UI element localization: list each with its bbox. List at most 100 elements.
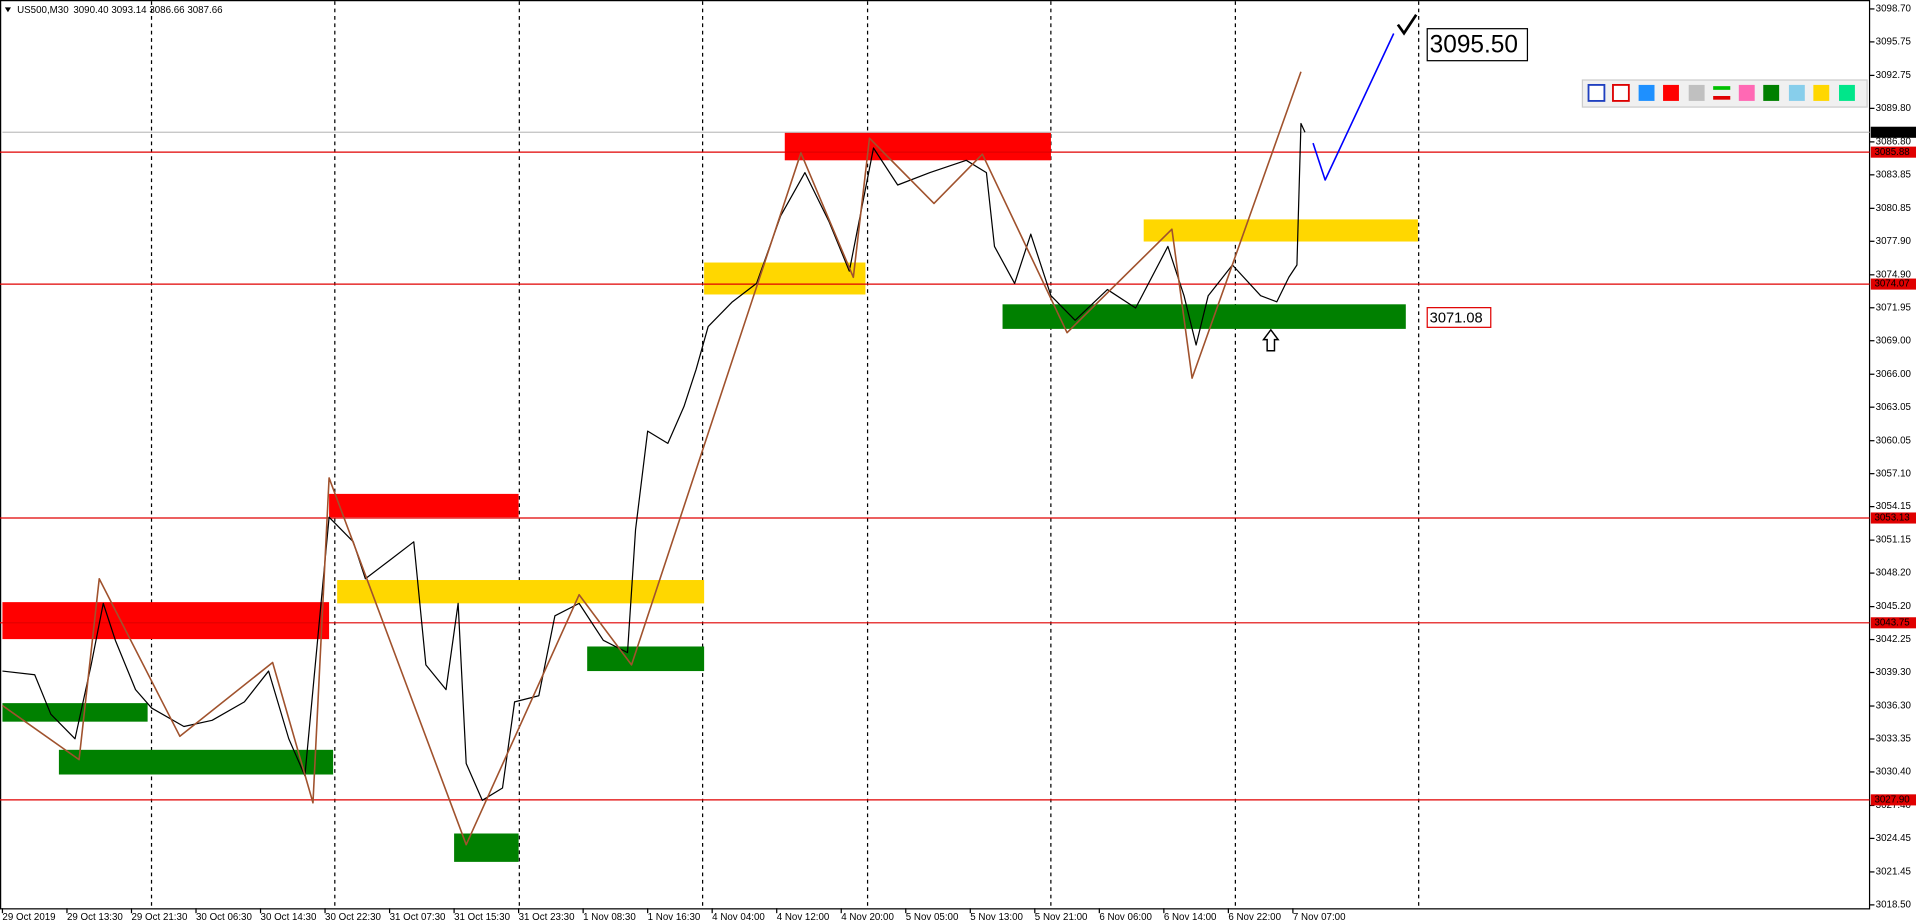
y-tick-label: 3051.15 [1876,535,1912,546]
level-price-label: 3085.88 [1874,147,1910,158]
zone [784,132,1051,161]
zone [1002,304,1406,329]
y-tick-label: 3027.40 [1876,800,1912,811]
y-tick-label: 3039.30 [1876,667,1912,678]
x-tick-label: 29 Oct 21:30 [131,912,187,923]
current-price-label: 3087.66 [1874,127,1910,138]
y-tick-label: 3057.10 [1876,468,1912,479]
series-line [1312,33,1395,181]
tool-fill-green[interactable] [1763,84,1780,101]
y-tick-label: 3045.20 [1876,601,1912,612]
x-tick-label: 7 Nov 07:00 [1293,912,1346,923]
tool-line-red[interactable] [1713,95,1731,100]
tool-fill-red[interactable] [1663,84,1679,101]
level-price-label: 3074.07 [1874,279,1909,290]
annotation-box [1426,28,1529,62]
zone [1143,219,1418,242]
y-tick-label: 3024.45 [1876,833,1912,844]
x-tick-label: 1 Nov 08:30 [583,912,636,923]
tool-fill-pink[interactable] [1738,84,1755,101]
x-tick-label: 29 Oct 2019 [2,912,55,923]
x-tick-label: 30 Oct 06:30 [196,912,252,923]
zone [337,580,705,604]
y-tick-label: 3077.90 [1876,236,1912,247]
symbol-title: US500,M30 [17,5,69,16]
series-line [1,71,1302,846]
lines [0,33,1870,846]
x-tick-label: 31 Oct 07:30 [390,912,446,923]
y-tick-label: 3033.35 [1876,734,1912,745]
level-price-box [1870,617,1916,629]
y-tick-label: 3071.95 [1876,302,1912,313]
current-price-box [1870,126,1916,138]
x-tick-label: 5 Nov 21:00 [1035,912,1088,923]
y-tick-label: 3018.50 [1876,899,1912,910]
x-tick-label: 30 Oct 22:30 [325,912,381,923]
y-tick-label: 3095.75 [1876,36,1912,47]
level-price-label: 3053.13 [1874,513,1910,524]
level-price-box [1870,794,1916,806]
level-price-box [1870,146,1916,158]
annotation-label: 3095.50 [1430,31,1518,58]
x-tick-label: 6 Nov 22:00 [1228,912,1281,923]
y-tick-label: 3030.40 [1876,767,1912,778]
level-price-box [1870,278,1916,290]
up-arrow-icon [1262,328,1280,352]
x-tick-label: 4 Nov 12:00 [777,912,830,923]
y-tick-label: 3083.85 [1876,169,1912,180]
y-tick-label: 3036.30 [1876,701,1912,712]
zone [587,646,705,672]
y-tick-label: 3042.25 [1876,634,1912,645]
zone [2,602,330,640]
check-icon [1396,14,1418,36]
tool-fill-gold[interactable] [1813,84,1830,101]
y-tick-label: 3080.85 [1876,203,1912,214]
y-tick-label: 3098.70 [1876,4,1912,15]
x-tick-label: 30 Oct 14:30 [261,912,317,923]
y-tick-label: 3060.05 [1876,435,1912,446]
tool-fill-blue[interactable] [1638,84,1655,101]
menu-triangle[interactable] [4,7,11,13]
tool-fill-skyblue[interactable] [1788,84,1805,101]
tool-fill-gray[interactable] [1688,84,1705,101]
y-tick-label: 3089.80 [1876,103,1912,114]
y-tick-label: 3074.90 [1876,269,1912,280]
x-tick-label: 6 Nov 14:00 [1164,912,1217,923]
x-tick-label: 6 Nov 06:00 [1099,912,1152,923]
annotation-label: 3071.08 [1430,311,1483,327]
level-price-label: 3027.90 [1874,794,1910,805]
y-tick-label: 3021.45 [1876,866,1912,877]
level-price-box [1870,512,1916,524]
y-tick-label: 3048.20 [1876,568,1912,579]
x-tick-label: 1 Nov 16:30 [648,912,701,923]
tool-rect-blue[interactable] [1587,83,1606,102]
y-tick-label: 3066.00 [1876,369,1912,380]
ohlc-header: 3090.40 3093.14 3086.66 3087.66 [73,5,223,16]
color-toolbar [1581,79,1868,108]
x-tick-label: 31 Oct 23:30 [519,912,575,923]
zone [2,703,148,722]
y-tick-label: 3054.15 [1876,501,1912,512]
tool-line-green[interactable] [1713,86,1731,90]
y-tick-label: 3086.80 [1876,136,1912,147]
labels: 3085.88 3074.07 3053.13 3043.75 3027.90 3087.… [1426,28,1916,806]
tool-fill-mint[interactable] [1839,84,1855,101]
zones [2,132,1418,862]
zone [329,493,519,518]
x-tick-label: 4 Nov 04:00 [712,912,765,923]
annotation-box [1426,307,1492,328]
x-tick-label: 4 Nov 20:00 [841,912,894,923]
x-tick-label: 5 Nov 13:00 [970,912,1023,923]
zone [58,749,334,775]
x-tick-label: 29 Oct 13:30 [67,912,123,923]
level-price-label: 3043.75 [1874,617,1910,628]
y-tick-label: 3069.00 [1876,335,1912,346]
series-line [2,122,1306,801]
axes: 3098.70 3095.75 3092.75 3089.80 3086.80 3083.… [1,4,1912,923]
x-tick-label: 31 Oct 15:30 [454,912,510,923]
tool-rect-red[interactable] [1612,83,1630,102]
zone [454,833,519,862]
zone [704,262,866,295]
